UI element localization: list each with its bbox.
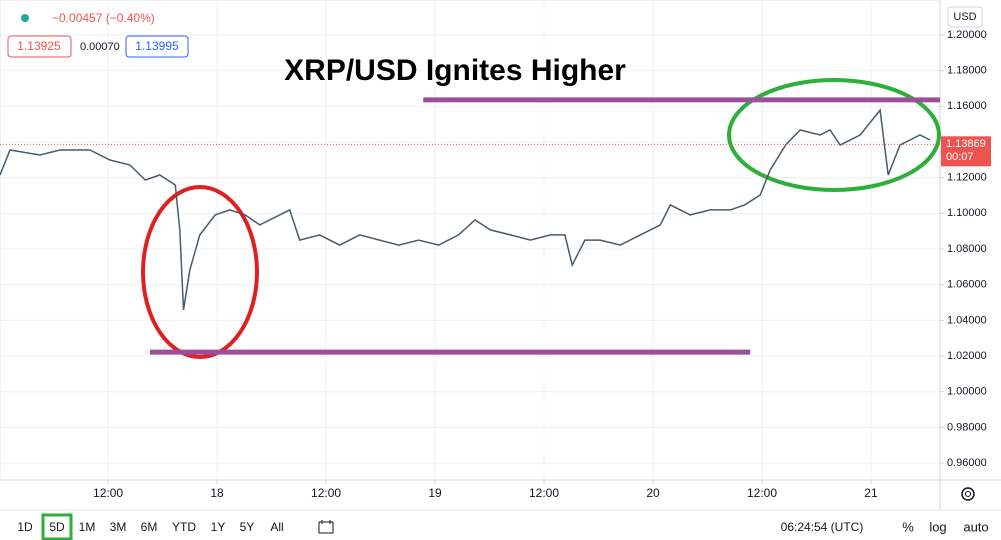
settings-icon[interactable] <box>961 487 975 501</box>
y-tick-label: 1.00000 <box>947 386 987 398</box>
range-button[interactable]: 1D <box>17 520 33 534</box>
clock: 06:24:54 (UTC) <box>781 520 864 534</box>
x-tick-label: 21 <box>864 486 878 500</box>
currency: USD <box>953 11 976 23</box>
status-dot <box>21 14 29 22</box>
chart-title: XRP/USD Ignites Higher <box>284 54 626 87</box>
x-tick-label: 12:00 <box>311 486 341 500</box>
price-change: −0.00457 (−0.40%) <box>52 11 155 25</box>
scale-option[interactable]: auto <box>963 519 988 534</box>
range-button[interactable]: 5D <box>49 520 65 534</box>
ask: 1.13995 <box>135 39 179 53</box>
y-tick-label: 1.04000 <box>947 314 987 326</box>
y-tick-label: 0.98000 <box>947 421 987 433</box>
y-tick-label: 1.18000 <box>947 65 987 77</box>
highlight-ellipse <box>727 78 941 192</box>
y-tick-label: 1.08000 <box>947 243 987 255</box>
y-tick-label: 1.20000 <box>947 29 987 41</box>
x-tick-label: 20 <box>646 486 660 500</box>
bid-box[interactable] <box>7 35 72 58</box>
x-tick-label: 12:00 <box>747 486 777 500</box>
selected-range <box>41 513 73 540</box>
last-price-box <box>941 136 991 167</box>
ask-box[interactable] <box>125 35 189 58</box>
spread: 0.00070 <box>80 41 120 53</box>
grid <box>0 0 940 480</box>
y-tick-label: 1.10000 <box>947 207 987 219</box>
highlight-ellipse <box>141 185 259 359</box>
range-button[interactable]: All <box>270 520 283 534</box>
y-tick-label: 1.16000 <box>947 100 987 112</box>
range-button[interactable]: 1M <box>79 520 96 534</box>
compare-icon[interactable] <box>318 520 334 534</box>
y-tick-label: 1.02000 <box>947 350 987 362</box>
countdown: 00:07 <box>946 151 974 163</box>
x-tick-label: 18 <box>210 486 224 500</box>
range-button[interactable]: 1Y <box>211 520 226 534</box>
y-tick-label: 1.12000 <box>947 172 987 184</box>
currency-select[interactable] <box>947 6 983 28</box>
scale-option[interactable]: % <box>902 519 914 534</box>
last-price: 1.13869 <box>946 138 986 150</box>
x-tick-label: 12:00 <box>529 486 559 500</box>
range-button[interactable]: 5Y <box>240 520 255 534</box>
bid: 1.13925 <box>17 39 61 53</box>
price-line <box>0 108 931 311</box>
y-tick-label: 1.06000 <box>947 279 987 291</box>
x-tick-label: 12:00 <box>93 486 123 500</box>
range-button[interactable]: YTD <box>172 520 196 534</box>
range-button[interactable]: 6M <box>141 520 158 534</box>
x-tick-label: 19 <box>428 486 442 500</box>
y-tick-label: 0.96000 <box>947 457 987 469</box>
range-button[interactable]: 3M <box>110 520 127 534</box>
scale-option[interactable]: log <box>929 519 946 534</box>
